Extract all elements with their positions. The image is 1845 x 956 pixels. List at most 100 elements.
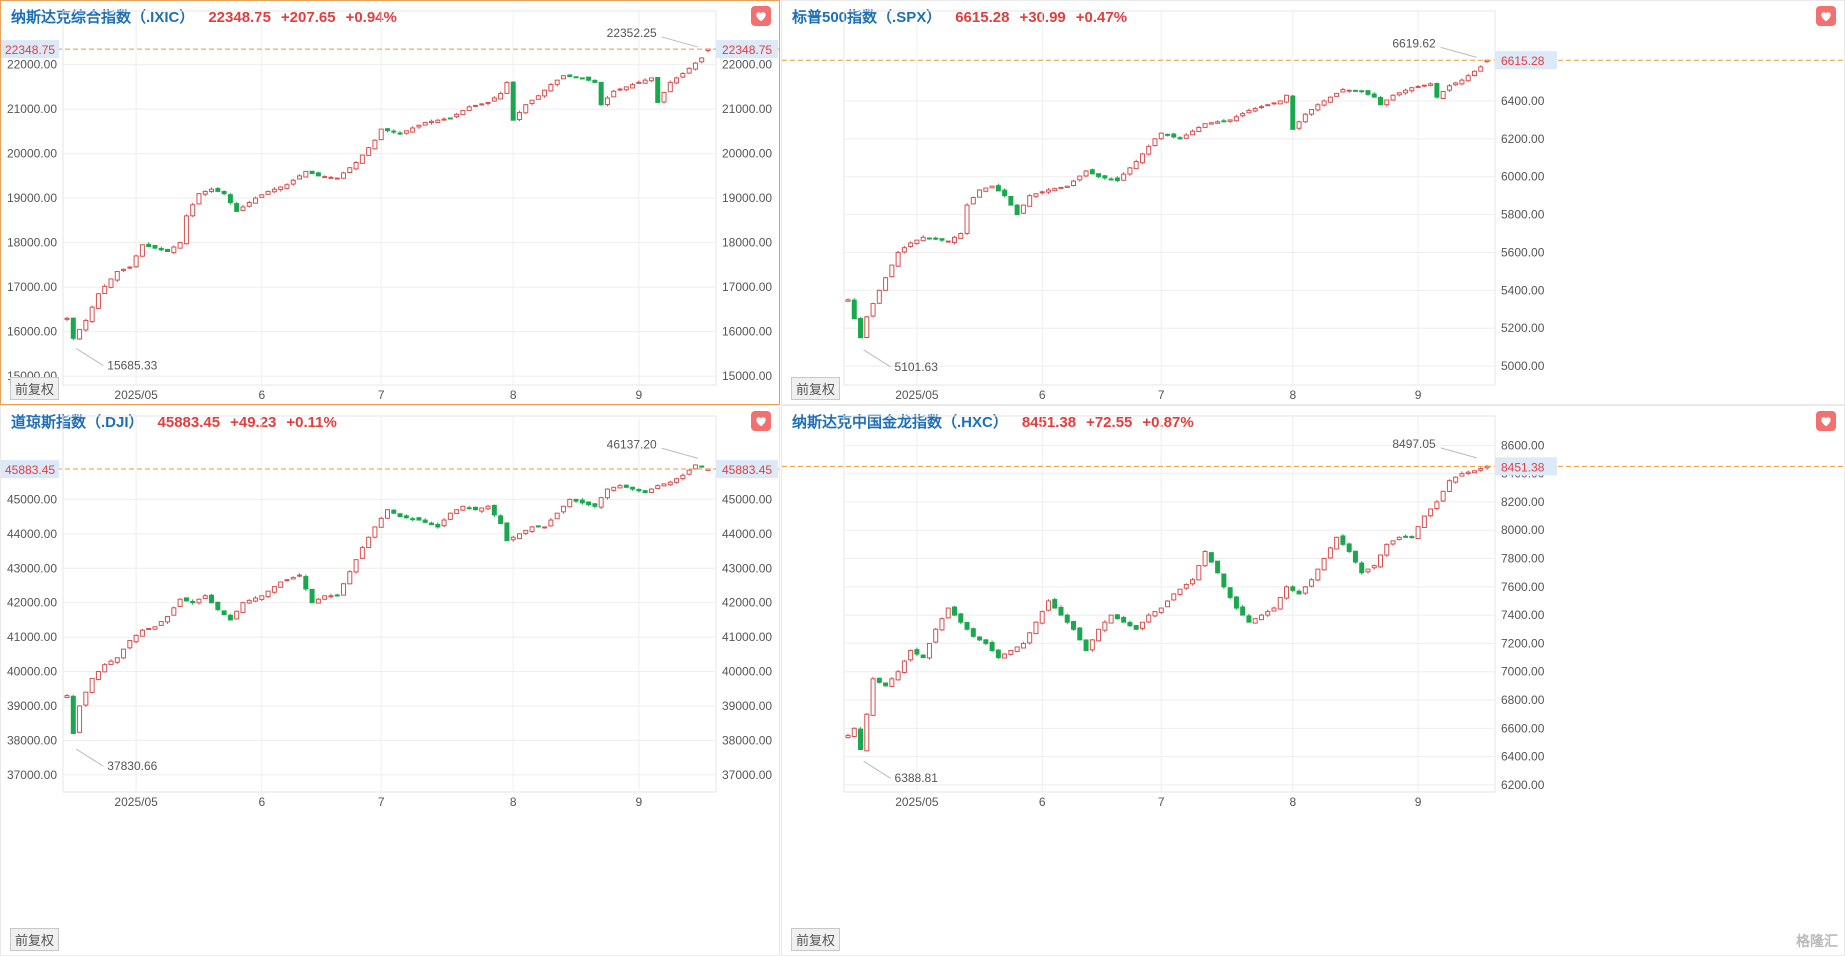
x-tick-label: 8 [1289,795,1296,809]
y-tick-label-right: 6400.00 [1501,750,1545,764]
y-tick-label-left: 44000.00 [7,527,57,541]
candle-body [1421,515,1427,528]
candle-body [964,204,970,234]
candle-body [1152,611,1158,617]
y-tick-label-right: 15000.00 [722,369,772,383]
favorite-heart-icon[interactable] [1816,6,1836,26]
candlestick-chart[interactable]: 6200.00 6400.00 6600.00 6800.00 7000.00 7200.… [782,406,1844,955]
y-tick-label-right: 6200.00 [1501,132,1545,146]
adjust-mode-button[interactable]: 前复权 [791,928,841,951]
candle-body [447,512,453,520]
candle-body [504,522,510,542]
candle-body [1202,550,1208,567]
y-tick-label-left: 43000.00 [7,561,57,575]
y-tick-label-left: 37000.00 [7,768,57,782]
candle-body [1421,84,1427,87]
index-price: 6615.28 [955,9,1010,26]
candle-body [1390,540,1396,545]
adjust-mode-button[interactable]: 前复权 [10,377,60,400]
candle-body [1265,104,1271,107]
y-tick-label-right: 6600.00 [1501,721,1545,735]
last-price-tag-right-bg [1495,51,1557,70]
candle-body [1365,90,1371,95]
candle-body [1089,639,1095,651]
panel-header: 纳斯达克综合指数（.IXIC） 22348.75 +207.65 +0.94% [11,6,397,27]
candle-body [592,503,598,507]
candle-body [83,691,89,706]
x-tick-label: 6 [258,388,265,402]
candle-body [498,93,504,100]
candle-body [864,316,870,338]
candle-body [1284,586,1290,599]
candle-body [1052,188,1058,192]
x-tick-label: 6 [258,795,265,809]
index-name: 道琼斯指数（.DJI） [11,414,144,431]
candlestick-chart[interactable]: 5000.00 5200.00 5400.00 5600.00 5800.00 6000.… [782,1,1844,404]
candle-body [567,74,573,77]
candle-body [1077,175,1083,181]
candle-body [1334,536,1340,550]
low-annotation: 6388.81 [895,771,939,785]
index-name: 标普500指数（.SPX） [792,9,942,26]
candle-body [196,193,202,205]
candle-body [403,130,409,134]
candle-body [1027,632,1033,644]
candle-body [353,162,359,170]
candle-body [454,113,460,118]
panel-dji[interactable]: 道琼斯指数（.DJI） 45883.45 +49.23 +0.11% 37000.00 3… [0,405,780,956]
favorite-heart-icon[interactable] [751,411,771,431]
candle-body [89,677,95,693]
panel-header: 道琼斯指数（.DJI） 45883.45 +49.23 +0.11% [11,411,337,432]
candle-body [491,97,497,102]
candle-body [977,189,983,198]
candle-body [422,121,428,126]
candle-body [1039,611,1045,624]
candle-body [970,628,976,637]
y-tick-label-right: 44000.00 [722,527,772,541]
y-tick-label-left: 20000.00 [7,147,57,161]
candle-body [278,186,284,191]
adjust-mode-button[interactable]: 前复权 [10,928,60,951]
candle-body [385,509,390,519]
x-tick-label: 2025/05 [895,388,939,402]
candle-body [648,77,654,82]
candle-body [1465,75,1471,82]
candle-body [221,190,227,195]
candle-body [347,571,353,585]
candle-body [680,474,686,480]
panel-spx[interactable]: 标普500指数（.SPX） 6615.28 +30.99 +0.47% 5000.00 5… [781,0,1845,405]
candle-body [227,614,233,621]
candle-body [1271,607,1277,612]
favorite-heart-icon[interactable] [751,6,771,26]
favorite-heart-icon[interactable] [1816,411,1836,431]
candlestick-chart[interactable]: 15000.0015000.0016000.0016000.0017000.00… [1,1,779,404]
index-name: 纳斯达克中国金龙指数（.HXC） [792,414,1008,431]
candle-body [542,526,548,529]
y-tick-label-left: 22000.00 [7,58,57,72]
panel-hxc[interactable]: 纳斯达克中国金龙指数（.HXC） 8451.38 +72.55 +0.87% 6200.… [781,405,1845,956]
candle-body [933,237,939,240]
candle-body [70,317,76,339]
candle-body [1315,568,1321,581]
low-annotation: 5101.63 [895,360,939,374]
candle-body [920,236,926,242]
adjust-mode-button[interactable]: 前复权 [791,377,841,400]
candle-body [995,185,1001,192]
candle-body [983,639,989,644]
candle-body [655,485,661,490]
candle-body [1002,653,1008,659]
candle-body [1045,189,1051,193]
y-tick-label-right: 8200.00 [1501,495,1545,509]
candle-body [1396,536,1402,541]
candle-body [1215,560,1221,574]
candle-body [554,512,560,520]
y-tick-label-right: 7800.00 [1501,552,1545,566]
candle-body [1033,193,1039,197]
candle-body [1290,95,1296,130]
candle-body [460,505,466,511]
panel-ixic[interactable]: 纳斯达克综合指数（.IXIC） 22348.75 +207.65 +0.94% 1500… [0,0,780,405]
candle-body [240,206,246,211]
candle-body [983,187,989,192]
candle-body [1309,108,1315,115]
candlestick-chart[interactable]: 37000.00 37000.00 38000.00 38000.00 39000.00… [1,406,779,955]
